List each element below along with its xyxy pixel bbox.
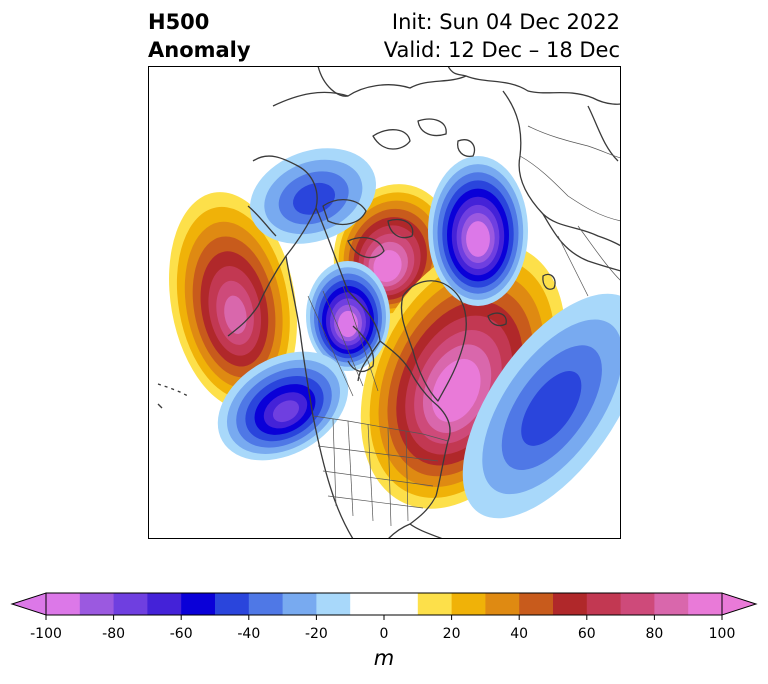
political-borders (307, 125, 621, 527)
anomaly-trough-siberia (428, 156, 528, 306)
anomaly-band (378, 258, 396, 278)
colorbar-segment (181, 593, 216, 615)
anomaly-ridge-east-pacific (169, 192, 297, 410)
colorbar-tick-label: -100 (30, 626, 62, 642)
colorbar-segment (586, 593, 622, 615)
anomaly-trough-alaska (306, 261, 390, 371)
anomaly-band (224, 295, 247, 334)
title-field: Anomaly (148, 38, 251, 62)
colorbar-segment (688, 593, 723, 615)
map-frame (148, 66, 621, 539)
colorbar-segment (282, 593, 317, 615)
anomaly-band (292, 182, 336, 215)
colorbar-segment (553, 593, 588, 615)
anomaly-trough-eastern-asia (250, 148, 376, 244)
colorbar-tick-label: 0 (379, 626, 389, 642)
colorbar-unit: m (373, 646, 395, 670)
colorbar-segment (215, 593, 250, 615)
colorbar-segment (620, 593, 655, 615)
colorbar-segment (417, 593, 453, 615)
colorbar-tick-label: 60 (577, 626, 596, 642)
colorbar-segment (316, 593, 351, 615)
colorbar-segments (10, 592, 758, 616)
init-date: Init: Sun 04 Dec 2022 (391, 10, 620, 34)
anomaly-band (342, 317, 354, 333)
valid-range: Valid: 12 Dec – 18 Dec (383, 38, 620, 62)
colorbar-tick-label: -60 (169, 626, 193, 642)
colorbar-segment (384, 593, 419, 615)
colorbar-segment (113, 593, 148, 615)
colorbar-segment (485, 593, 520, 615)
anomaly-band (470, 229, 486, 251)
colorbar-tick-label: -20 (304, 626, 328, 642)
colorbar-segment (147, 593, 182, 615)
colorbar-segment (350, 593, 385, 615)
colorbar-segment (654, 593, 689, 615)
colorbar (10, 592, 758, 620)
chart-title-left: H500 Anomaly (148, 8, 251, 64)
anomaly-map (148, 66, 621, 539)
colorbar-tick-label: 20 (442, 626, 461, 642)
colorbar-tick-label: 80 (645, 626, 664, 642)
colorbar-ticks (45, 615, 723, 620)
chart-title-right: Init: Sun 04 Dec 2022 Valid: 12 Dec – 18… (384, 8, 620, 64)
colorbar-segment (451, 593, 486, 615)
anomaly-trough-gulf-of-alaska (217, 351, 349, 461)
coastlines (157, 66, 621, 539)
colorbar-segment (519, 593, 554, 615)
colorbar-segment (248, 593, 284, 615)
anomaly-band (521, 371, 582, 446)
anomaly-band (272, 400, 300, 423)
colorbar-segment (46, 593, 81, 615)
colorbar-tick-label: -40 (237, 626, 261, 642)
colorbar-tick-label: 100 (708, 626, 736, 642)
colorbar-extend-low (10, 592, 47, 616)
colorbar-segment (79, 593, 115, 615)
colorbar-tick-label: -80 (102, 626, 126, 642)
colorbar-extend-high (721, 592, 758, 616)
anomaly-field (169, 148, 621, 519)
anomaly-trough-north-atlantic (462, 293, 621, 519)
colorbar-tick-label: 40 (510, 626, 529, 642)
title-variable: H500 (148, 10, 210, 34)
